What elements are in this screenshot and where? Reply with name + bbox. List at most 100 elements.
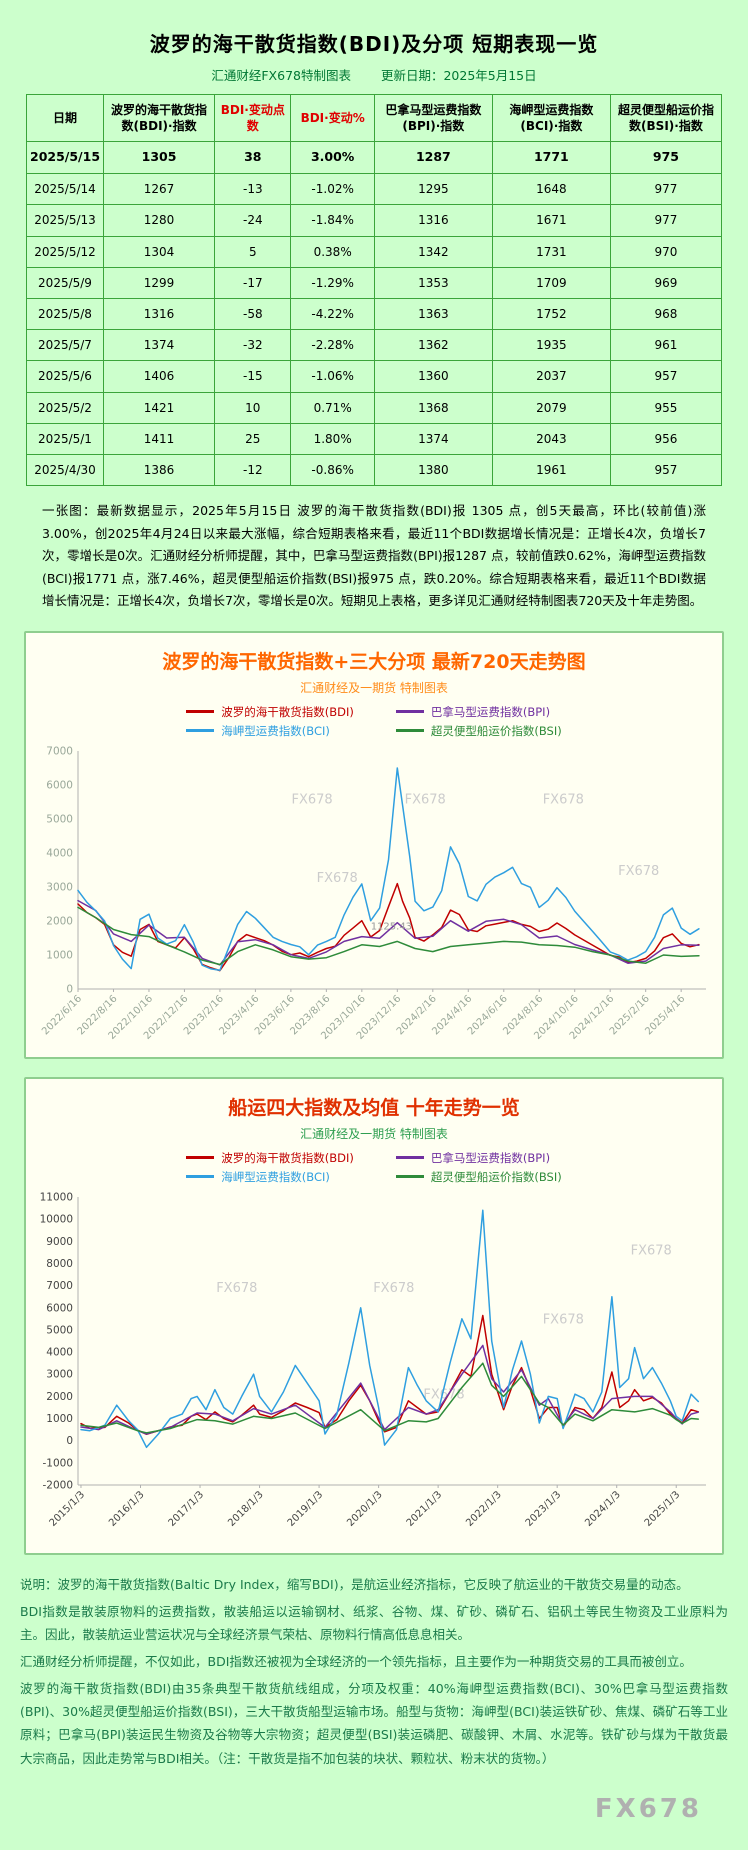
y-tick-label: 8000 <box>46 1258 73 1270</box>
x-tick-label: 2015/1/3 <box>48 1489 88 1529</box>
table-cell: 977 <box>609 204 723 237</box>
y-tick-label: 9000 <box>46 1235 73 1247</box>
x-tick-label: 2017/1/3 <box>167 1489 207 1529</box>
table-cell: 1771 <box>491 141 611 175</box>
source-label: 汇通财经FX678特制图表 <box>211 68 351 83</box>
legend-item: 巴拿马型运费指数(BPI) <box>395 704 562 720</box>
table-cell: 968 <box>609 297 723 331</box>
table-cell: -1.02% <box>290 173 375 206</box>
chart-720d-subtitle: 汇通财经及一期货 特制图表 <box>300 680 448 695</box>
table-cell: 1421 <box>103 391 216 424</box>
table-cell: 2025/5/7 <box>25 329 105 362</box>
table-cell: 955 <box>609 391 723 424</box>
legend-line-swatch <box>395 710 424 714</box>
table-cell: 1386 <box>103 453 216 487</box>
table-row: 2025/5/1 1411 25 1.80% 1374 2043 956 <box>25 422 723 455</box>
table-cell: 1353 <box>373 266 493 300</box>
table-cell: 25 <box>214 422 292 455</box>
table-header-row: 日期 波罗的海干散货指数(BDI)·指数 BDI·变动点数 BDI·变动% 巴拿马型运费… <box>25 93 723 143</box>
table-cell: 1316 <box>373 204 493 237</box>
chart-10y-legend: 波罗的海干散货指数(BDI) 巴拿马型运费指数(BPI) 海岬型运费指数(BCI) 超… <box>30 1150 718 1185</box>
table-cell: -32 <box>214 329 292 362</box>
table-cell: 1.80% <box>290 422 375 455</box>
table-cell: 1363 <box>373 297 493 331</box>
table-cell: 1360 <box>373 360 493 393</box>
table-cell: 2025/5/15 <box>25 141 105 175</box>
x-tick-label: 2023/1/3 <box>524 1489 564 1529</box>
legend-item: 超灵便型船运价指数(BSI) <box>395 1169 562 1185</box>
chart-10y-plot: FX678 FX678 FX678 FX678 FX678 -2000 -1000 0 1000… <box>40 1191 706 1529</box>
legend-line-swatch <box>186 1175 215 1179</box>
table-cell: 1406 <box>103 360 216 393</box>
chart-10y-title: 船运四大指数及均值 十年走势一览 <box>228 1096 520 1119</box>
table-cell: 1731 <box>491 235 611 268</box>
table-cell: -1.29% <box>290 266 375 300</box>
table-cell: 969 <box>609 266 723 300</box>
table-cell: 0.38% <box>290 235 375 268</box>
x-tick-label: 2016/1/3 <box>107 1489 147 1529</box>
y-tick-label: -2000 <box>42 1479 73 1491</box>
legend-line-swatch <box>395 1175 424 1179</box>
table-cell: -24 <box>214 204 292 237</box>
legend-item: 波罗的海干散货指数(BDI) <box>186 704 354 720</box>
x-tick-label: 2018/1/3 <box>226 1489 266 1529</box>
legend-item: 海岬型运费指数(BCI) <box>186 723 354 739</box>
table-cell: 2079 <box>491 391 611 424</box>
page-title: 波罗的海干散货指数(BDI)及分项 短期表现一览 <box>149 32 599 56</box>
legend-label: 波罗的海干散货指数(BDI) <box>221 1150 354 1165</box>
table-row: 2025/5/15 1305 38 3.00% 1287 1771 975 <box>25 141 723 175</box>
table-row: 2025/5/2 1421 10 0.71% 1368 2079 955 <box>25 391 723 424</box>
table-cell: 38 <box>214 141 292 175</box>
y-tick-label: 5000 <box>46 1324 73 1336</box>
table-row: 2025/5/7 1374 -32 -2.28% 1362 1935 961 <box>25 329 723 362</box>
table-cell: 2025/5/8 <box>25 297 105 331</box>
table-row: 2025/5/13 1280 -24 -1.84% 1316 1671 977 <box>25 204 723 237</box>
table-cell: 2025/5/2 <box>25 391 105 424</box>
legend-label: 海岬型运费指数(BCI) <box>221 1169 330 1184</box>
chart-720d-title: 波罗的海干散货指数+三大分项 最新720天走势图 <box>162 650 586 673</box>
y-tick-label: 6000 <box>46 1302 73 1314</box>
x-tick-label: 2019/1/3 <box>286 1489 326 1529</box>
chart-watermark: FX678 <box>216 1281 257 1296</box>
table-cell: -1.06% <box>290 360 375 393</box>
y-tick-label: 1000 <box>46 1413 73 1425</box>
table-cell: 1362 <box>373 329 493 362</box>
x-tick-label: 2024/1/3 <box>583 1489 623 1529</box>
table-body: 2025/5/15 1305 38 3.00% 1287 1771 975 2025/5/14… <box>25 141 723 487</box>
chart-watermark: FX678 <box>292 792 333 807</box>
note-paragraph: 波罗的海干散货指数(BDI)由35条典型干散货航线组成，分项及权重：40%海岬型… <box>20 1681 728 1766</box>
chart-720d-panel: 波罗的海干散货指数+三大分项 最新720天走势图 汇通财经及一期货 特制图表 波… <box>24 630 724 1059</box>
table-cell: 1267 <box>103 173 216 206</box>
chart-720d-plot: FX678 FX678 FX678 FX678 FX678 0 1000 2000 3000 40… <box>40 745 706 1042</box>
y-tick-label: 7000 <box>46 745 73 757</box>
table-cell: 5 <box>214 235 292 268</box>
chart-watermark: FX678 <box>317 871 358 886</box>
table-cell: 1374 <box>373 422 493 455</box>
table-cell: 1304 <box>103 235 216 268</box>
chart-watermark: FX678 <box>373 1281 414 1296</box>
chart-watermark: FX678 <box>423 1387 464 1402</box>
legend-item: 海岬型运费指数(BCI) <box>186 1169 354 1185</box>
chart-watermark: FX678 <box>543 792 584 807</box>
table-cell: 1287 <box>373 141 493 175</box>
chart-720d-legend: 波罗的海干散货指数(BDI) 巴拿马型运费指数(BPI) 海岬型运费指数(BCI) 超… <box>30 704 718 739</box>
legend-label: 波罗的海干散货指数(BDI) <box>221 704 354 719</box>
table-cell: -4.22% <box>290 297 375 331</box>
table-cell: -58 <box>214 297 292 331</box>
y-tick-label: 6000 <box>46 779 73 791</box>
table-row: 2025/5/12 1304 5 0.38% 1342 1731 970 <box>25 235 723 268</box>
table-cell: -0.86% <box>290 453 375 487</box>
table-cell: 2043 <box>491 422 611 455</box>
update-date: 更新日期：2025年5月15日 <box>380 68 537 83</box>
y-tick-label: 4000 <box>46 1346 73 1358</box>
legend-line-swatch <box>186 729 215 733</box>
table-cell: -2.28% <box>290 329 375 362</box>
table-cell: 2025/5/14 <box>25 173 105 206</box>
table-cell: 0.71% <box>290 391 375 424</box>
chart-watermark: FX678 <box>405 792 446 807</box>
table-cell: 1299 <box>103 266 216 300</box>
y-tick-label: 0 <box>66 1435 73 1447</box>
table-cell: 1374 <box>103 329 216 362</box>
series-line-bdi <box>77 882 700 971</box>
legend-item: 巴拿马型运费指数(BPI) <box>395 1150 562 1166</box>
